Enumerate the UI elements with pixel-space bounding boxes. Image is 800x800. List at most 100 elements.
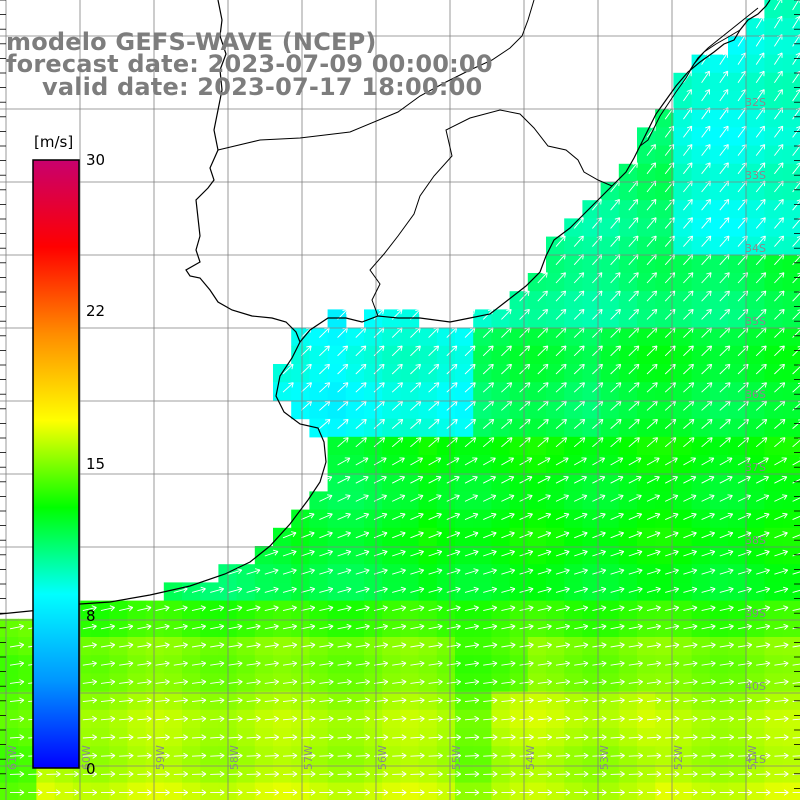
wind-arrow xyxy=(482,382,494,393)
wind-arrow xyxy=(446,345,458,357)
wind-cell xyxy=(364,509,383,529)
wind-cell xyxy=(163,673,183,693)
wind-cell xyxy=(764,673,784,693)
wind-arrow xyxy=(774,382,786,393)
wind-cell xyxy=(655,782,674,800)
wind-cell xyxy=(291,655,310,674)
wind-cell xyxy=(746,509,765,529)
wind-cell xyxy=(746,655,765,674)
wind-arrow xyxy=(792,457,800,466)
wind-cell xyxy=(309,673,329,693)
wind-cell xyxy=(691,382,711,401)
wind-cell xyxy=(473,418,492,438)
wind-cell xyxy=(691,127,711,147)
wind-cell xyxy=(746,418,765,438)
wind-cell xyxy=(691,309,711,329)
wind-arrow xyxy=(519,363,531,375)
wind-cell xyxy=(709,709,729,729)
wind-arrow xyxy=(574,494,588,502)
wind-cell xyxy=(673,91,693,110)
wind-arrow xyxy=(610,235,621,247)
wind-arrow xyxy=(701,457,715,466)
wind-cell xyxy=(691,473,711,492)
wind-cell xyxy=(546,364,565,383)
wind-arrow xyxy=(555,457,569,466)
lon-label: 59W xyxy=(154,745,167,770)
lat-label: 35S xyxy=(745,315,766,328)
wind-arrow xyxy=(501,308,512,320)
wind-arrow xyxy=(792,15,800,29)
wind-cell xyxy=(728,473,747,492)
wind-cell xyxy=(691,655,711,674)
wind-cell xyxy=(345,364,365,383)
wind-cell xyxy=(527,527,547,547)
wind-cell xyxy=(582,400,602,420)
wind-cell xyxy=(509,509,529,529)
wind-cell xyxy=(764,418,784,438)
wind-cell xyxy=(418,618,438,638)
wind-cell xyxy=(691,728,711,747)
wind-cell xyxy=(637,782,656,800)
lon-label: 53W xyxy=(598,745,611,770)
wind-cell xyxy=(691,691,711,711)
wind-cell xyxy=(746,637,765,656)
wind-arrow xyxy=(573,437,586,448)
wind-cell xyxy=(0,637,19,656)
wind-cell xyxy=(364,691,383,711)
wind-cell xyxy=(564,527,583,547)
wind-arrow xyxy=(719,144,729,156)
wind-arrow xyxy=(646,363,658,375)
wind-cell xyxy=(746,54,765,74)
wind-cell xyxy=(163,746,183,765)
wind-arrow xyxy=(683,290,694,302)
wind-cell xyxy=(527,600,547,620)
wind-cell xyxy=(618,345,638,365)
wind-arrow xyxy=(300,345,312,357)
wind-cell xyxy=(309,655,329,674)
wind-cell xyxy=(491,491,511,511)
wind-arrow xyxy=(628,457,642,466)
wind-cell xyxy=(291,509,310,529)
wind-cell xyxy=(709,618,729,638)
wind-arrow xyxy=(683,217,693,229)
wind-arrow xyxy=(755,15,765,29)
wind-cell xyxy=(455,400,474,420)
wind-cell xyxy=(582,345,602,365)
wind-cell xyxy=(637,673,656,693)
wind-cell xyxy=(455,600,474,620)
wind-arrow xyxy=(428,457,442,466)
wind-arrow xyxy=(646,308,658,320)
wind-cell xyxy=(364,655,383,674)
wind-cell xyxy=(254,709,274,729)
wind-arrow xyxy=(355,437,367,448)
wind-cell xyxy=(0,618,19,638)
wind-cell xyxy=(418,418,438,438)
wind-cell xyxy=(436,637,456,656)
wind-cell xyxy=(382,582,401,602)
wind-cell xyxy=(473,364,492,383)
wind-arrow xyxy=(755,457,769,466)
wind-arrow xyxy=(774,475,788,484)
wind-cell xyxy=(600,637,620,656)
wind-cell xyxy=(345,600,365,620)
wind-arrow xyxy=(774,235,785,247)
wind-cell xyxy=(655,673,674,693)
lon-label: 52W xyxy=(672,745,685,770)
wind-cell xyxy=(91,673,110,693)
wind-cell xyxy=(728,91,747,110)
wind-cell xyxy=(728,491,747,511)
wind-arrow xyxy=(428,363,440,375)
wind-cell xyxy=(382,473,401,492)
wind-cell xyxy=(655,418,674,438)
wind-cell xyxy=(127,655,147,674)
wind-cell xyxy=(291,709,310,729)
wind-cell xyxy=(418,455,438,474)
wind-cell xyxy=(109,728,128,747)
wind-cell xyxy=(254,600,274,620)
wind-cell xyxy=(455,509,474,529)
wind-cell xyxy=(637,728,656,747)
wind-cell xyxy=(364,364,383,383)
wind-arrow xyxy=(555,308,567,320)
wind-cell xyxy=(327,327,347,347)
wind-cell xyxy=(618,327,638,347)
